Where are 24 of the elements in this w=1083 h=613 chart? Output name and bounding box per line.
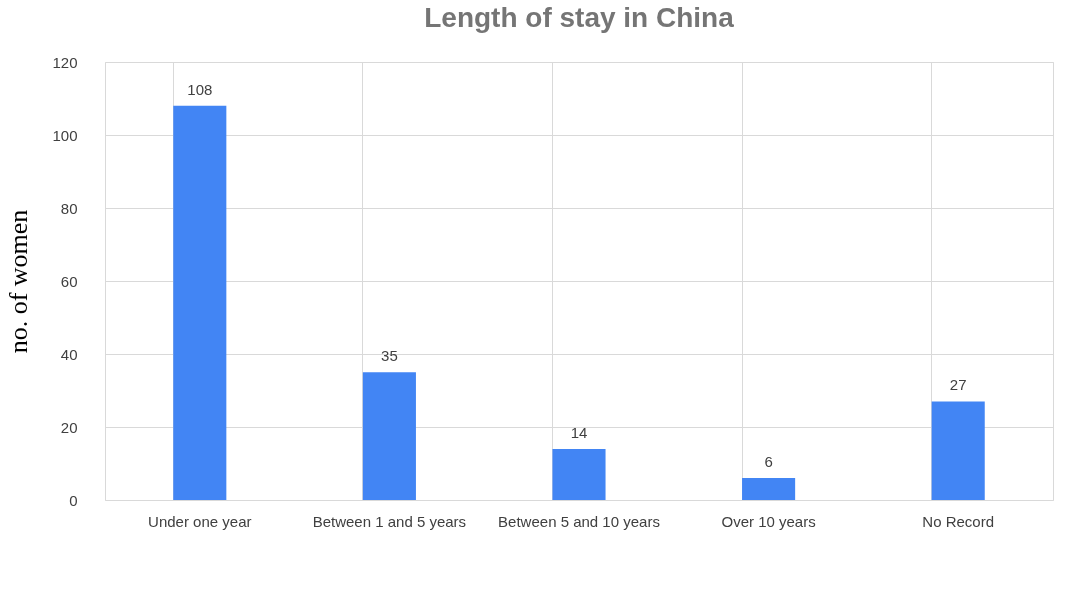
- y-tick-label: 120: [52, 53, 78, 71]
- y-axis-title: no. of women: [4, 209, 34, 354]
- x-tick-label: Between 5 and 10 years: [498, 512, 660, 530]
- data-label: 35: [381, 347, 398, 365]
- x-tick-label: No Record: [922, 512, 995, 530]
- bar: [173, 105, 227, 500]
- x-tick-label: Between 1 and 5 years: [312, 512, 467, 530]
- bar: [742, 478, 796, 500]
- chart-title: Length of stay in China: [424, 2, 735, 33]
- y-tick-label: 60: [60, 272, 78, 290]
- bar: [931, 401, 985, 500]
- y-tick-label: 20: [60, 418, 78, 436]
- y-tick-label: 40: [60, 345, 78, 363]
- data-label: 27: [949, 376, 967, 394]
- data-label: 108: [187, 80, 213, 98]
- y-tick-label: 80: [60, 199, 78, 217]
- data-label: 6: [764, 453, 773, 471]
- y-tick-label: 0: [69, 491, 78, 509]
- data-label: 14: [570, 423, 588, 441]
- bar: [362, 372, 416, 500]
- y-tick-label: 100: [52, 126, 78, 144]
- x-tick-label: Over 10 years: [721, 512, 816, 530]
- x-tick-label: Under one year: [148, 512, 252, 530]
- bar: [552, 448, 606, 500]
